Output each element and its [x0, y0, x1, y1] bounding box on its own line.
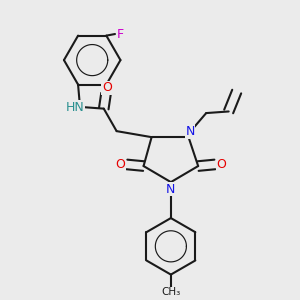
Text: O: O	[116, 158, 125, 171]
Text: O: O	[102, 81, 112, 94]
Text: CH₃: CH₃	[161, 287, 181, 297]
Text: O: O	[216, 158, 226, 171]
Text: N: N	[185, 125, 195, 138]
Text: N: N	[166, 183, 176, 196]
Text: F: F	[117, 28, 124, 40]
Text: HN: HN	[65, 100, 84, 113]
